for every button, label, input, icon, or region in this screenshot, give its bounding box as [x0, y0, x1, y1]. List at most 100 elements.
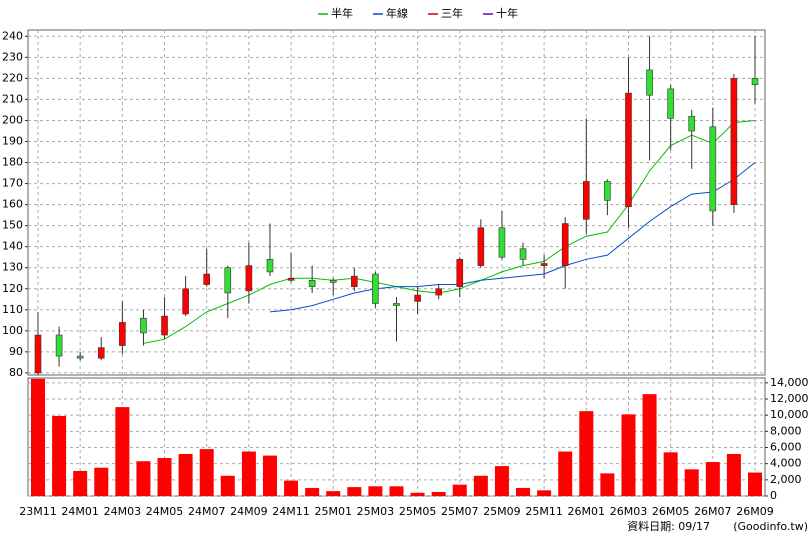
candle-body: [161, 315, 168, 336]
candle-body: [414, 294, 421, 302]
volume-bar: [410, 492, 425, 496]
candle-body: [477, 227, 485, 266]
candle-body: [393, 303, 400, 306]
candle-body: [287, 277, 295, 281]
y-tick-label: 150: [2, 219, 23, 232]
volume-bar: [347, 487, 362, 496]
x-tick-label: 24M03: [104, 505, 142, 518]
x-tick-label: 23M11: [19, 505, 57, 518]
volume-bar: [326, 491, 341, 496]
candle-body: [540, 263, 548, 266]
volume-bar: [389, 486, 404, 496]
volume-bar: [748, 472, 762, 496]
candle-body: [604, 181, 611, 201]
volume-bar: [262, 455, 277, 496]
volume-bar: [642, 394, 657, 496]
volume-bar: [157, 458, 172, 496]
volume-bar: [494, 466, 509, 496]
volume-bar: [684, 469, 699, 496]
candle-body: [266, 258, 274, 273]
candle-body: [435, 288, 442, 296]
volume-bar: [473, 475, 488, 496]
volume-bar: [241, 451, 256, 496]
candle-body: [140, 317, 147, 334]
candle-body: [456, 258, 464, 287]
candle-body: [582, 181, 590, 220]
x-tick-label: 24M05: [146, 505, 184, 518]
candle-body: [372, 273, 379, 304]
candle-body: [646, 69, 653, 96]
candle-body: [709, 126, 717, 212]
y-tick-label: 80: [9, 366, 23, 379]
x-tick-label: 26M05: [652, 505, 690, 518]
y2-tick-label: 12,000: [770, 392, 808, 405]
y-tick-label: 210: [2, 92, 23, 105]
ma-line: [269, 162, 756, 313]
y2-tick-label: 6,000: [770, 441, 802, 454]
x-tick-label: 25M07: [441, 505, 479, 518]
volume-bar: [600, 473, 615, 496]
y2-tick-label: 8,000: [770, 424, 802, 437]
x-tick-label: 25M01: [314, 505, 352, 518]
y-tick-label: 220: [2, 71, 23, 84]
y-tick-label: 160: [2, 198, 23, 211]
x-tick-label: 24M09: [230, 505, 268, 518]
y-tick-label: 200: [2, 113, 23, 126]
y2-tick-label: 0: [770, 489, 777, 502]
volume-bar: [284, 480, 299, 496]
volume-bar: [368, 486, 383, 496]
candle-body: [667, 88, 674, 119]
y2-tick-label: 14,000: [770, 376, 808, 389]
volume-bar: [452, 484, 467, 496]
volume-bar: [726, 453, 741, 496]
x-tick-label: 26M07: [694, 505, 732, 518]
candle-body: [751, 78, 759, 85]
candle-body: [329, 280, 337, 283]
x-tick-label: 26M09: [736, 505, 774, 518]
volume-bar: [73, 470, 88, 496]
volume-bar: [31, 378, 45, 496]
legend-label: 十年: [496, 6, 518, 20]
x-tick-label: 25M09: [483, 505, 521, 518]
legend-label: 年線: [386, 6, 408, 20]
candle-body: [245, 265, 253, 292]
volume-bar: [305, 487, 320, 496]
y-tick-label: 90: [9, 345, 23, 358]
volume-bar: [558, 451, 573, 496]
volume-bar: [431, 491, 446, 496]
candle-body: [55, 334, 63, 357]
x-tick-label: 24M07: [188, 505, 226, 518]
legend-label: 半年: [331, 6, 353, 20]
x-tick-label: 26M01: [568, 505, 606, 518]
candle-body: [351, 275, 358, 287]
volume-bar: [579, 411, 594, 496]
volume-bar: [220, 475, 235, 496]
x-tick-label: 25M05: [399, 505, 437, 518]
volume-bar: [178, 453, 193, 496]
x-tick-label: 25M03: [357, 505, 395, 518]
volume-bar: [52, 415, 67, 496]
volume-bar: [136, 461, 151, 496]
y2-tick-label: 2,000: [770, 473, 802, 486]
candle-body: [182, 288, 189, 315]
candle-body: [308, 280, 316, 287]
volume-bar: [516, 487, 531, 496]
candle-body: [119, 322, 126, 346]
candle-body: [97, 347, 105, 359]
source-note: 資料日期: 09/17: [627, 519, 710, 533]
volume-bar: [705, 462, 720, 496]
candle-body: [688, 115, 696, 132]
volume-bar: [115, 407, 130, 496]
y-tick-label: 180: [2, 156, 23, 169]
volume-bar: [621, 414, 636, 496]
y-tick-label: 170: [2, 177, 23, 190]
x-tick-label: 25M11: [525, 505, 563, 518]
candle-body: [730, 78, 738, 205]
y-tick-label: 240: [2, 29, 23, 42]
volume-bar: [199, 449, 214, 496]
y-tick-label: 100: [2, 324, 23, 337]
y-tick-label: 230: [2, 50, 23, 63]
candle-body: [34, 334, 42, 374]
volume-bar: [663, 452, 678, 496]
y2-tick-label: 4,000: [770, 457, 802, 470]
